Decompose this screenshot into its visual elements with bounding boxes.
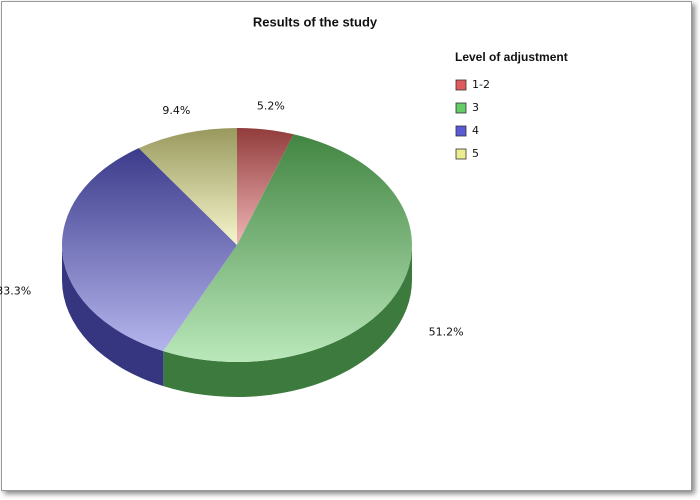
pie-slice-side xyxy=(62,245,164,387)
data-label: 9.4% xyxy=(162,104,190,117)
legend-label: 5 xyxy=(472,147,479,160)
legend-swatch xyxy=(455,125,467,137)
legend-swatch xyxy=(455,79,467,91)
data-label: 33.3% xyxy=(0,284,31,297)
legend-label: 3 xyxy=(472,101,479,114)
legend-swatch xyxy=(455,148,467,160)
data-label: 5.2% xyxy=(257,100,285,113)
pie-slice xyxy=(138,128,237,245)
pie-slice-side xyxy=(163,245,412,398)
pie-slice xyxy=(61,148,237,352)
data-label: 51.2% xyxy=(429,325,464,338)
chart-title: Results of the study xyxy=(253,14,378,29)
legend-label: 4 xyxy=(472,124,479,137)
pie-slice xyxy=(237,128,294,245)
legend-label: 1-2 xyxy=(472,78,490,91)
pie-slice xyxy=(163,134,412,362)
legend-title: Level of adjustment xyxy=(455,50,568,64)
legend-swatch xyxy=(455,102,467,114)
